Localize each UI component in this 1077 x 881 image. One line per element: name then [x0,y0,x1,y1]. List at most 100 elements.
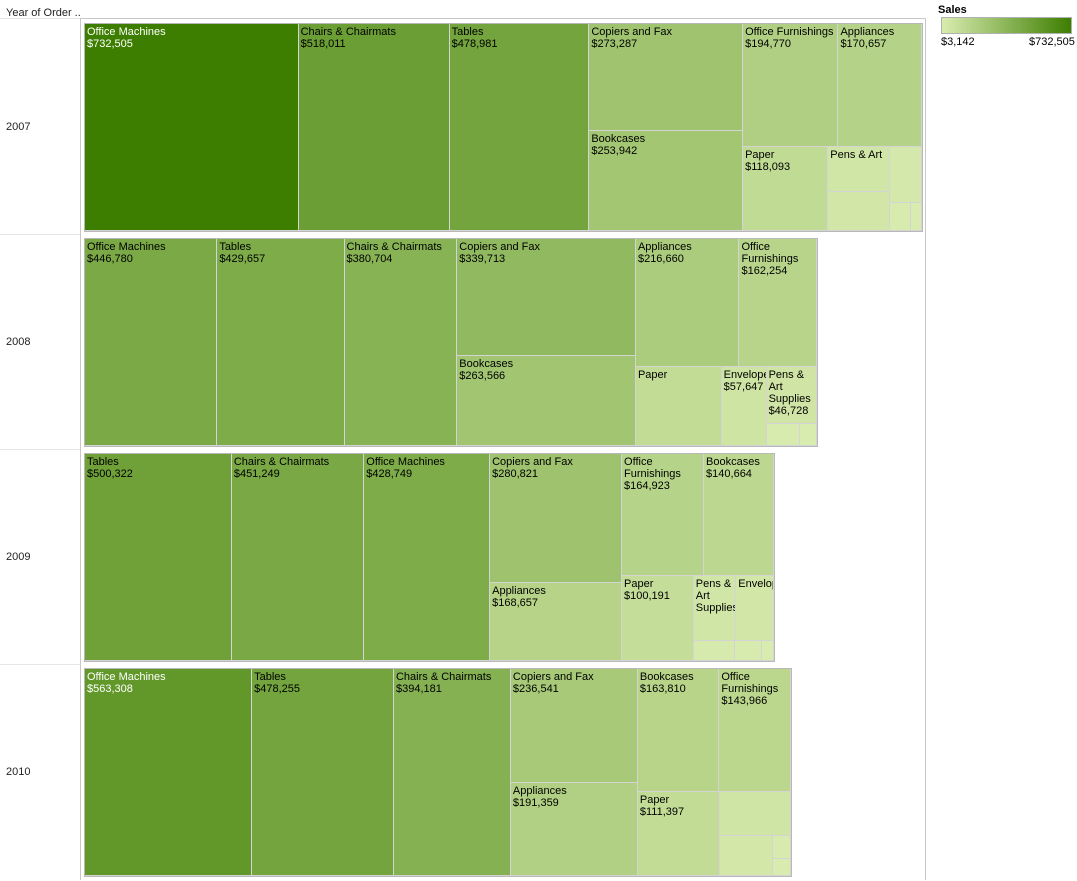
rect-sales-label: $429,657 [219,253,266,265]
treemap-rect-2007-tables[interactable]: Tables $478,981 [449,24,590,231]
rect-sales-label: $46,728 [768,405,809,418]
rect-category-label: Appliances [492,585,546,598]
rect-category-label: Office Machines [87,241,166,253]
rect-sales-label: $162,254 [741,265,788,277]
treemap-rect-2008-tables[interactable]: Tables $429,657 [217,239,345,446]
treemap-rect-2007-pens-and-art[interactable]: Pens & Art [828,147,890,192]
rect-category-label: Paper [624,578,654,591]
treemap-rect-2009-envelopes[interactable]: Envelopes [736,576,774,641]
treemap-rect-2009-minor-10[interactable] [693,640,736,661]
treemap-rect-2009-minor-12[interactable] [762,640,774,661]
treemap-rect-2010-office-machines[interactable]: Office Machines $563,308 [85,669,253,876]
rect-category-label: Appliances [512,785,567,798]
row-separator [0,664,80,665]
treemap-rect-2009-minor-11[interactable] [735,640,763,661]
treemap-rect-2007-chairs-and-chairmats[interactable]: Chairs & Chairmats $518,011 [298,24,450,231]
treemap-rect-2007-minor-12[interactable] [911,203,922,231]
treemap-rect-2007-minor-11[interactable] [889,203,912,231]
treemap-rect-2009-copiers-and-fax[interactable]: Copiers and Fax $280,821 [490,454,623,584]
rect-sales-label: $111,397 [639,806,685,819]
treemap-rect-2008-office-furnishings[interactable]: Office Furnishings $162,254 [739,239,817,368]
rect-sales-label: $168,657 [492,597,538,610]
treemap-rect-2010-office-furnishings[interactable]: Office Furnishings $143,966 [719,669,791,793]
legend-color-ramp[interactable] [941,17,1072,34]
treemap-rect-2010-minor-9[interactable] [719,835,773,876]
rect-category-label: Office Furnishings [741,241,799,265]
year-label-2010: 2010 [6,766,31,778]
rect-category-label: Pens & Art Supplies [695,578,737,615]
row-field-header[interactable]: Year of Order .. [6,7,81,19]
treemap-rect-2009-office-machines[interactable]: Office Machines $428,749 [364,454,491,661]
treemap-rect-2007-appliances[interactable]: Appliances $170,657 [838,24,922,148]
rect-sales-label: $140,664 [706,468,752,480]
treemap-rect-2009-bookcases[interactable]: Bookcases $140,664 [704,454,774,577]
treemap-rect-2010-tables[interactable]: Tables $478,255 [252,669,394,876]
treemap-rect-2010-appliances[interactable]: Appliances $191,359 [510,783,638,876]
rect-category-label: Bookcases [639,671,694,683]
treemap-rect-2007-minor-9[interactable] [828,191,890,231]
treemap-rect-2009-tables[interactable]: Tables $500,322 [85,454,232,661]
treemap-rect-2010-paper[interactable]: Paper $111,397 [637,792,720,876]
rect-category-label: Envelopes [723,369,766,382]
treemap-panel-2010: Office Machines $563,308 Tables $478,255 Cha… [84,668,792,877]
rect-sales-label: $163,810 [639,683,686,695]
treemap-rect-2010-chairs-and-chairmats[interactable]: Chairs & Chairmats $394,181 [393,669,511,876]
treemap-rect-2009-pens-and-art-supplies[interactable]: Pens & Art Supplies [693,576,737,641]
legend-max-label: $732,505 [1029,36,1075,48]
plot-frame [80,18,926,880]
rect-sales-label: $216,660 [637,253,684,265]
treemap-rect-2010-minor-8[interactable] [719,792,791,836]
row-separator [0,18,80,19]
rect-sales-label: $478,981 [451,38,498,50]
rect-sales-label: $170,657 [840,38,887,50]
rect-sales-label: $253,942 [591,145,638,158]
treemap-rect-2009-chairs-and-chairmats[interactable]: Chairs & Chairmats $451,249 [231,454,365,661]
rect-sales-label: $339,713 [459,253,506,265]
rect-category-label: Bookcases [706,456,760,468]
rect-sales-label: $236,541 [512,683,559,695]
treemap-rect-2009-paper[interactable]: Paper $100,191 [622,576,694,661]
treemap-rect-2010-minor-11[interactable] [772,859,791,876]
rect-sales-label: $100,191 [624,590,670,603]
treemap-rect-2010-copiers-and-fax[interactable]: Copiers and Fax $236,541 [510,669,638,784]
rect-category-label: Bookcases [591,133,646,146]
rect-sales-label: $446,780 [87,253,133,265]
treemap-rect-2007-minor-10[interactable] [889,147,922,204]
treemap-rect-2008-office-machines[interactable]: Office Machines $446,780 [85,239,218,446]
treemap-rect-2008-chairs-and-chairmats[interactable]: Chairs & Chairmats $380,704 [344,239,458,446]
treemap-rect-2008-appliances[interactable]: Appliances $216,660 [635,239,740,368]
treemap-rect-2008-paper[interactable]: Paper [635,367,722,446]
treemap-rect-2008-copiers-and-fax[interactable]: Copiers and Fax $339,713 [457,239,636,356]
year-label-2007: 2007 [6,121,31,133]
rect-category-label: Copiers and Fax [512,671,594,683]
row-separator [0,234,80,235]
rect-category-label: Pens & Art [830,149,883,162]
treemap-rect-2007-copiers-and-fax[interactable]: Copiers and Fax $273,287 [589,24,744,132]
rect-sales-label: $500,322 [87,468,133,480]
treemap-rect-2007-office-machines[interactable]: Office Machines $732,505 [85,24,299,231]
treemap-rect-2010-bookcases[interactable]: Bookcases $163,810 [637,669,720,793]
treemap-rect-2009-office-furnishings[interactable]: Office Furnishings $164,923 [622,454,705,577]
rect-category-label: Chairs & Chairmats [300,26,396,38]
rect-category-label: Appliances [637,241,692,253]
treemap-rect-2008-envelopes[interactable]: Envelopes$57,647 [721,367,767,446]
rect-category-label: Copiers and Fax [492,456,573,468]
row-separator [0,449,80,450]
rect-sales-label: $428,749 [366,468,413,480]
rect-sales-label: $563,308 [87,683,133,695]
treemap-rect-2010-minor-10[interactable] [772,835,791,860]
rect-sales-label: $380,704 [346,253,393,265]
rect-category-label: Pens & Art Supplies [768,369,811,406]
treemap-rect-2008-pens-and-art-supplies[interactable]: Pens & Art Supplies $46,728 [766,367,817,425]
rect-sales-label: $191,359 [512,797,559,810]
treemap-rect-2007-bookcases[interactable]: Bookcases $253,942 [589,131,744,231]
treemap-rect-2008-minor-10[interactable] [766,424,801,446]
treemap-rect-2009-appliances[interactable]: Appliances $168,657 [490,583,623,661]
rect-sales-label: $394,181 [395,683,442,695]
treemap-rect-2008-bookcases[interactable]: Bookcases $263,566 [457,355,636,446]
rect-category-label: Appliances [840,26,895,38]
rect-sales-label: $451,249 [233,468,280,480]
treemap-rect-2007-paper[interactable]: Paper $118,093 [743,147,829,231]
treemap-rect-2008-minor-11[interactable] [800,424,817,446]
treemap-rect-2007-office-furnishings[interactable]: Office Furnishings $194,770 [743,24,839,148]
